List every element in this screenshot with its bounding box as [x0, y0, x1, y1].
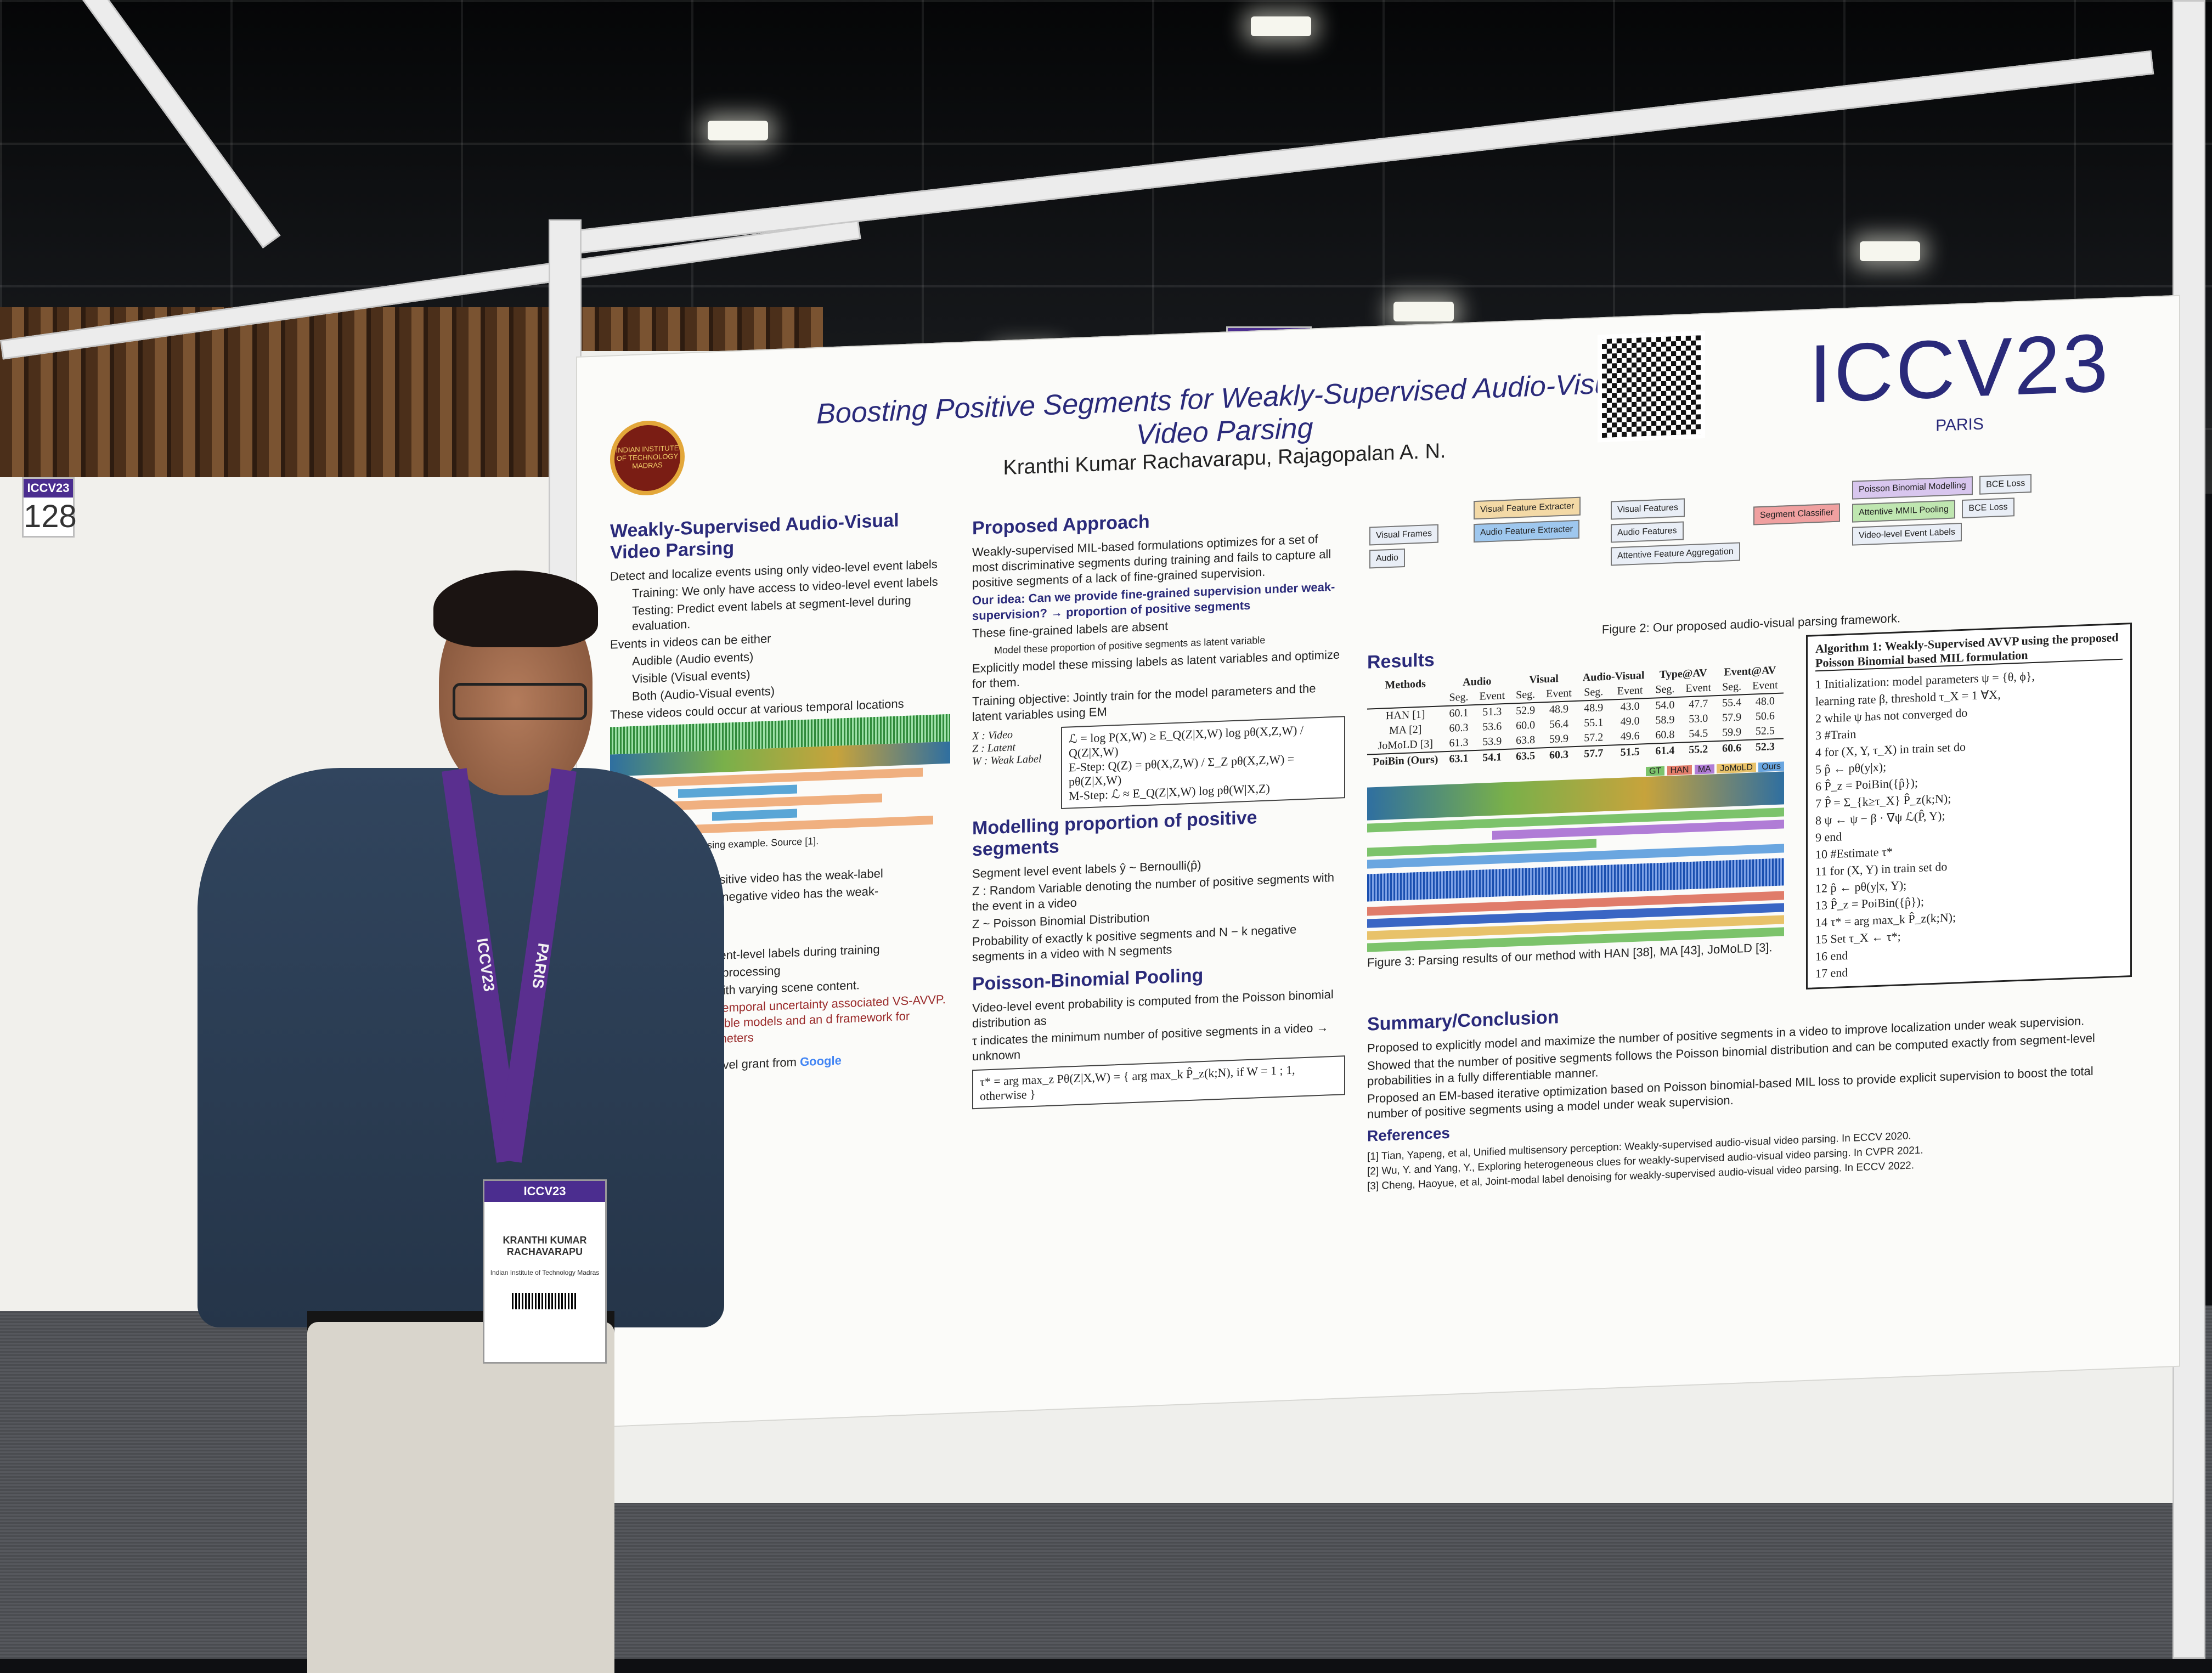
results-table: Methods Audio Visual Audio-Visual Type@A… — [1367, 663, 1784, 770]
ceiling-light — [1393, 302, 1454, 321]
institute-logo: INDIAN INSTITUTE OF TECHNOLOGY MADRAS — [610, 419, 685, 497]
name-badge: ICCV23 KRANTHI KUMAR RACHAVARAPU Indian … — [483, 1179, 607, 1364]
conference-logo: ICCV23 PARIS — [1809, 316, 2111, 435]
badge-name: RACHAVARAPU — [506, 1246, 583, 1257]
middle-column: Proposed Approach Weakly-supervised MIL-… — [972, 504, 1345, 1110]
research-poster: INDIAN INSTITUTE OF TECHNOLOGY MADRAS Bo… — [576, 295, 2180, 1428]
lanyard: ICCV23 PARIS — [442, 768, 577, 1196]
em-equations: ℒ = log P(X,W) ≥ E_Q(Z|X,W) log pθ(X,Z,W… — [1061, 716, 1345, 810]
parsing-results-figure: GT HAN MA JoMoLD Ours — [1367, 761, 1784, 952]
framework-diagram: Visual Frames Audio Visual Feature Extra… — [1367, 462, 2135, 629]
pants — [307, 1322, 614, 1673]
badge-organization: Indian Institute of Technology Madras — [490, 1269, 600, 1276]
glasses — [453, 683, 587, 720]
right-column: Visual Frames Audio Visual Feature Extra… — [1367, 462, 2135, 1195]
google-logo: Google — [800, 1053, 842, 1069]
ceiling-light — [1860, 241, 1920, 261]
ceiling-light — [708, 121, 768, 140]
variable-legend: X : Video Z : Latent W : Weak Label — [972, 728, 1042, 768]
booth-number-card-128: ICCV23 128 — [22, 477, 77, 538]
summary-section: Summary/Conclusion Proposed to explicitl… — [1367, 985, 2135, 1122]
section-heading: Modelling proportion of positive segment… — [972, 807, 1257, 861]
presenter: ICCV23 PARIS ICCV23 KRANTHI KUMAR RACHAV… — [198, 570, 724, 1673]
poster-header: Boosting Positive Segments for Weakly-Su… — [786, 365, 1663, 488]
qr-code[interactable] — [1598, 330, 1705, 443]
barcode — [512, 1293, 578, 1309]
algorithm-box: Algorithm 1: Weakly-Supervised AVVP usin… — [1806, 623, 2132, 990]
badge-name: KRANTHI KUMAR — [503, 1235, 587, 1246]
ceiling-light — [1251, 16, 1311, 36]
hair — [433, 570, 598, 647]
booth-number: 128 — [24, 499, 77, 534]
tau-formula: τ* = arg max_z Pθ(Z|X,W) = { arg max_k P… — [972, 1055, 1345, 1110]
section-heading: Weakly-Supervised Audio-Visual Video Par… — [610, 510, 899, 563]
